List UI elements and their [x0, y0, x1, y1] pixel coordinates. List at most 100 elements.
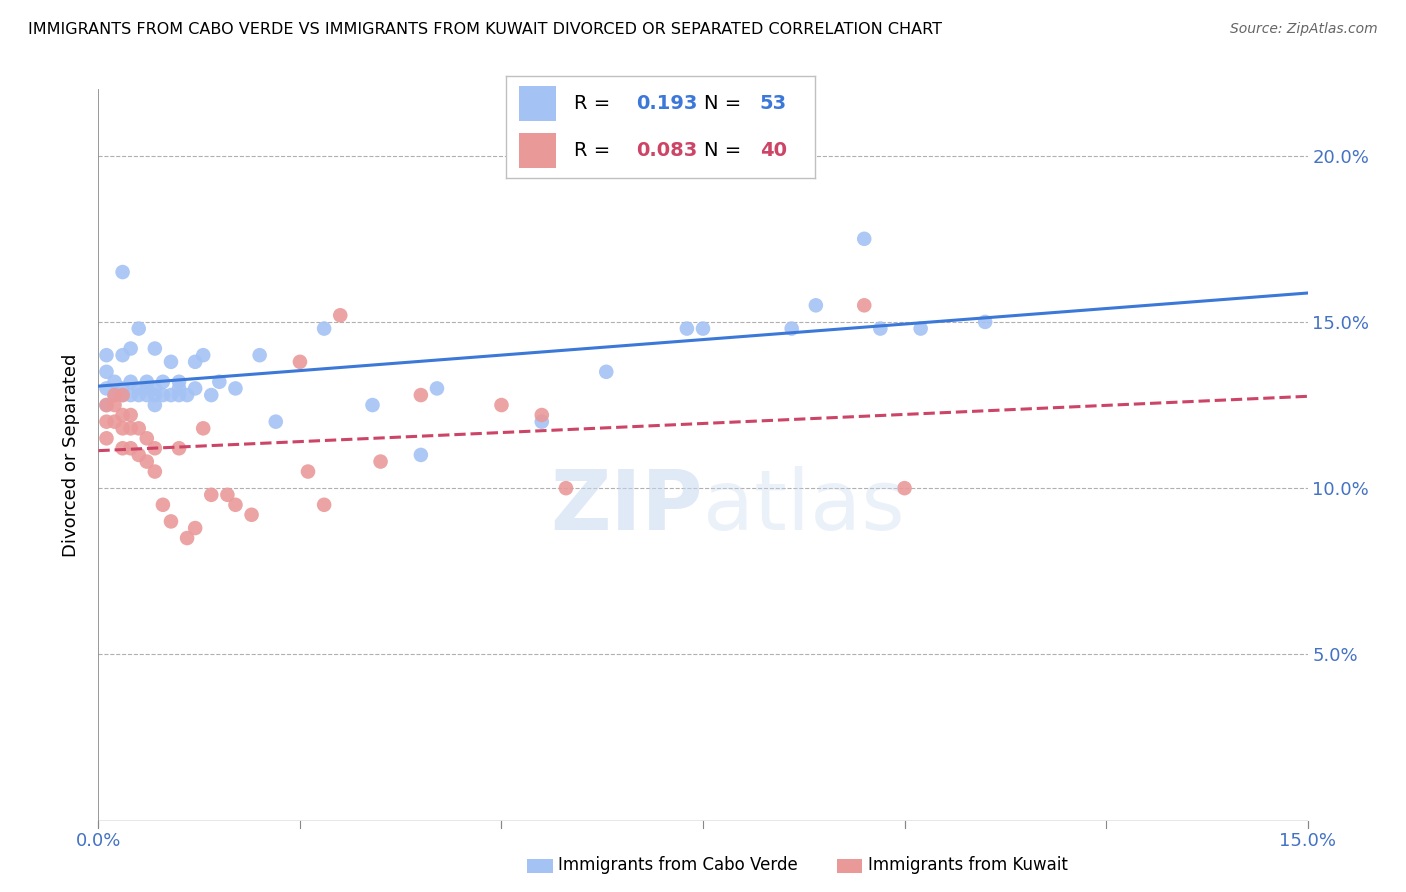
- Point: [160, 515, 183, 529]
- Point: [96, 348, 118, 362]
- Point: [128, 381, 150, 395]
- Point: [143, 381, 166, 395]
- Point: [96, 398, 118, 412]
- Point: [853, 232, 876, 246]
- Point: [224, 498, 246, 512]
- Point: [676, 321, 699, 335]
- Point: [152, 388, 174, 402]
- Point: [152, 375, 174, 389]
- Point: [96, 398, 118, 412]
- Point: [530, 415, 553, 429]
- Point: [103, 388, 125, 402]
- Point: [224, 381, 246, 395]
- Point: [120, 375, 142, 389]
- Text: IMMIGRANTS FROM CABO VERDE VS IMMIGRANTS FROM KUWAIT DIVORCED OR SEPARATED CORRE: IMMIGRANTS FROM CABO VERDE VS IMMIGRANTS…: [28, 22, 942, 37]
- Point: [120, 342, 142, 356]
- Point: [426, 381, 449, 395]
- Point: [910, 321, 932, 335]
- Point: [167, 442, 190, 456]
- Point: [780, 321, 803, 335]
- Point: [595, 365, 617, 379]
- Point: [240, 508, 263, 522]
- Point: [314, 321, 336, 335]
- Point: [160, 388, 183, 402]
- Point: [208, 375, 231, 389]
- Point: [974, 315, 997, 329]
- FancyBboxPatch shape: [519, 87, 555, 121]
- Point: [853, 298, 876, 312]
- Point: [193, 421, 215, 435]
- Text: Source: ZipAtlas.com: Source: ZipAtlas.com: [1230, 22, 1378, 37]
- Point: [314, 498, 336, 512]
- Text: N =: N =: [704, 141, 748, 161]
- Text: R =: R =: [574, 141, 617, 161]
- Text: 0.193: 0.193: [636, 94, 697, 113]
- Point: [96, 381, 118, 395]
- Point: [143, 465, 166, 479]
- Point: [111, 348, 134, 362]
- Point: [409, 448, 432, 462]
- Point: [692, 321, 714, 335]
- Point: [111, 388, 134, 402]
- Text: 0.083: 0.083: [636, 141, 697, 161]
- Point: [167, 375, 190, 389]
- Point: [200, 488, 222, 502]
- Point: [329, 308, 352, 322]
- Point: [103, 398, 125, 412]
- Point: [135, 375, 157, 389]
- Point: [288, 355, 311, 369]
- Point: [120, 421, 142, 435]
- Text: 40: 40: [759, 141, 787, 161]
- Text: R =: R =: [574, 94, 617, 113]
- Text: 53: 53: [759, 94, 787, 113]
- Y-axis label: Divorced or Separated: Divorced or Separated: [62, 353, 80, 557]
- Point: [103, 388, 125, 402]
- Point: [530, 408, 553, 422]
- Point: [111, 408, 134, 422]
- Point: [120, 388, 142, 402]
- Point: [184, 355, 207, 369]
- Point: [96, 415, 118, 429]
- Point: [128, 388, 150, 402]
- Point: [804, 298, 827, 312]
- Point: [120, 442, 142, 456]
- Point: [361, 398, 384, 412]
- Point: [869, 321, 891, 335]
- Point: [128, 421, 150, 435]
- Point: [103, 375, 125, 389]
- Point: [184, 521, 207, 535]
- Point: [249, 348, 271, 362]
- Point: [193, 348, 215, 362]
- Point: [135, 454, 157, 468]
- Text: N =: N =: [704, 94, 748, 113]
- FancyBboxPatch shape: [519, 133, 555, 168]
- Point: [143, 442, 166, 456]
- Point: [409, 388, 432, 402]
- Point: [297, 465, 319, 479]
- Point: [96, 431, 118, 445]
- Point: [128, 448, 150, 462]
- Point: [135, 431, 157, 445]
- Point: [96, 365, 118, 379]
- Point: [135, 388, 157, 402]
- Point: [111, 421, 134, 435]
- Point: [111, 388, 134, 402]
- Point: [111, 381, 134, 395]
- Point: [370, 454, 392, 468]
- Text: ZIP: ZIP: [551, 466, 703, 547]
- Point: [200, 388, 222, 402]
- Point: [491, 398, 513, 412]
- Text: atlas: atlas: [703, 466, 904, 547]
- Point: [120, 408, 142, 422]
- Point: [160, 355, 183, 369]
- Point: [143, 342, 166, 356]
- Point: [184, 381, 207, 395]
- Point: [103, 415, 125, 429]
- Point: [111, 265, 134, 279]
- Point: [167, 388, 190, 402]
- Point: [128, 321, 150, 335]
- Point: [143, 388, 166, 402]
- Point: [555, 481, 578, 495]
- Point: [111, 442, 134, 456]
- Point: [176, 388, 198, 402]
